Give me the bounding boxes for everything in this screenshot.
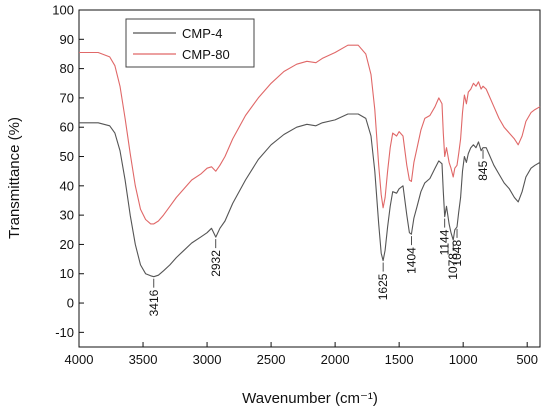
y-tick-label: 90 [60,32,74,47]
y-tick-label: 10 [60,266,74,281]
y-tick-label: 60 [60,120,74,135]
y-tick-label: 40 [60,178,74,193]
y-tick-label: 0 [67,296,74,311]
y-tick-label: -10 [55,325,74,340]
x-tick-label: 3500 [129,352,158,367]
plot-frame [78,9,541,348]
legend: CMP-4 CMP-80 [125,18,255,68]
x-tick-label: 4000 [65,352,94,367]
x-tick-label: 500 [516,352,538,367]
x-axis-ticks: 4000 3500 3000 2500 2000 1500 1000 500 [65,342,538,367]
y-tick-label: 70 [60,90,74,105]
x-tick-label: 3000 [193,352,222,367]
x-tick-label: 2500 [257,352,286,367]
series-layer [79,44,541,278]
series-line-cmp-80 [79,44,541,225]
y-tick-label: 100 [52,3,74,18]
peak-label-2932: 2932 [209,250,223,277]
peak-label-1144: 1144 [438,229,452,255]
peak-label-1078: 1078 [446,253,460,280]
y-axis-ticks: -10 0 10 20 30 40 50 60 70 80 90 100 [52,3,84,340]
y-tick-label: 50 [60,149,74,164]
legend-label-cmp-4: CMP-4 [182,26,222,41]
peak-label-3416: 3416 [147,289,161,316]
x-tick-label: 2000 [321,352,350,367]
x-tick-label: 1000 [449,352,478,367]
peak-label-1625: 1625 [376,273,390,300]
peak-label-1048: 1048 [450,240,464,267]
y-tick-label: 30 [60,208,74,223]
x-axis-title: Wavenumber (cm⁻¹) [242,390,378,407]
legend-box [125,18,255,68]
x-tick-label: 1500 [385,352,414,367]
series-line-cmp-4 [79,113,541,278]
legend-label-cmp-80: CMP-80 [182,47,230,62]
y-tick-label: 80 [60,61,74,76]
peak-label-1404: 1404 [404,247,418,274]
y-axis-title: Transmittance (%) [6,117,23,239]
peak-label-845: 845 [476,160,490,180]
y-tick-label: 20 [60,237,74,252]
